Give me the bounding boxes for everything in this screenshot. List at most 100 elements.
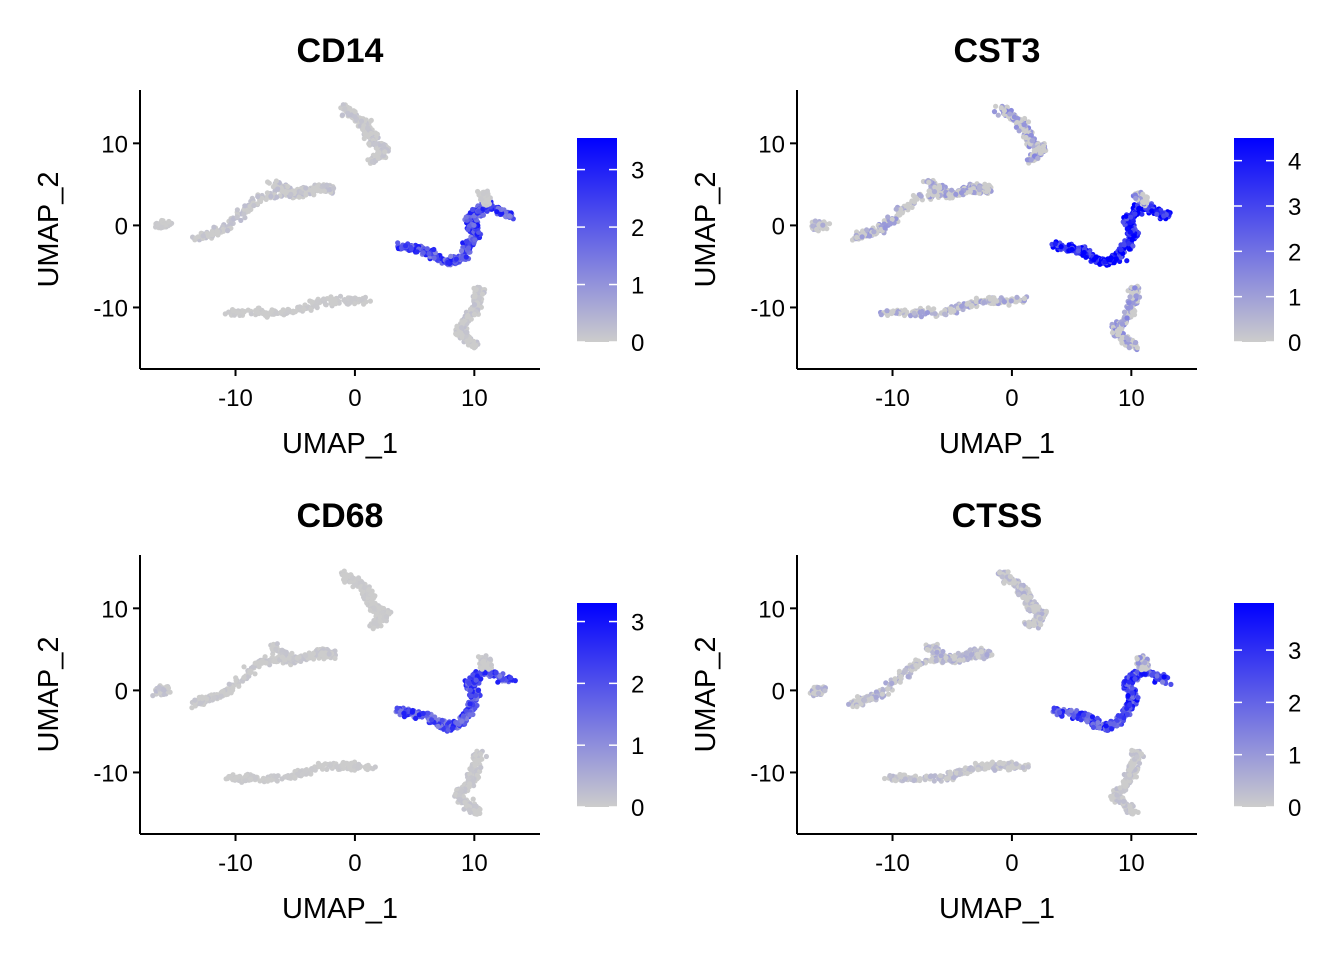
cell-point xyxy=(483,753,489,760)
cell-point xyxy=(1024,595,1030,601)
cell-point xyxy=(286,308,292,314)
cell-point xyxy=(225,228,231,234)
cell-point xyxy=(1126,246,1132,252)
cell-point xyxy=(1133,339,1139,346)
cell-point xyxy=(1133,195,1139,201)
cell-point xyxy=(273,178,279,184)
cell-point xyxy=(252,660,258,666)
cell-point xyxy=(324,182,330,188)
cell-point xyxy=(480,212,486,218)
cell-point xyxy=(209,231,215,237)
cell-point xyxy=(1075,248,1081,254)
cell-point xyxy=(414,249,420,255)
cell-point xyxy=(361,135,367,142)
cell-point xyxy=(334,763,340,770)
cell-point xyxy=(310,185,316,191)
cell-point xyxy=(159,224,165,230)
cell-point xyxy=(1161,213,1167,219)
cell-point xyxy=(255,193,261,200)
cell-point xyxy=(252,775,258,781)
cell-point xyxy=(1026,606,1032,613)
cell-point xyxy=(355,765,361,771)
cell-point xyxy=(361,584,368,591)
cell-point xyxy=(911,310,917,316)
cell-point xyxy=(1026,622,1032,628)
cell-point xyxy=(259,658,265,664)
cell-point xyxy=(478,304,484,310)
cell-point xyxy=(409,709,415,715)
cell-point xyxy=(471,302,478,308)
cell-point xyxy=(1113,256,1119,262)
cell-point xyxy=(465,312,471,319)
cell-point xyxy=(1069,246,1075,252)
cell-point xyxy=(308,306,314,312)
cell-point xyxy=(372,764,378,770)
cell-point xyxy=(337,293,344,299)
cell-point xyxy=(312,767,318,773)
cell-point xyxy=(884,308,890,314)
cell-point xyxy=(226,681,232,687)
cell-point xyxy=(352,109,358,115)
cell-point xyxy=(473,342,479,348)
cell-point xyxy=(467,712,473,718)
x-axis-label: UMAP_1 xyxy=(282,893,398,925)
cell-point xyxy=(296,194,302,200)
cell-point xyxy=(279,647,285,653)
cell-point xyxy=(449,725,455,731)
cell-point xyxy=(431,246,437,253)
cell-point xyxy=(233,675,239,681)
cell-point xyxy=(1093,254,1099,260)
cell-point xyxy=(919,309,925,315)
cell-point xyxy=(1031,622,1037,628)
cell-point xyxy=(264,190,270,196)
cell-point xyxy=(326,651,332,657)
cell-point xyxy=(299,771,306,778)
colorbar-tick-label: 3 xyxy=(631,610,644,637)
cell-point xyxy=(253,308,259,314)
cell-point xyxy=(155,221,161,228)
cell-point xyxy=(232,776,238,782)
cell-point xyxy=(471,311,477,317)
y-tick-label: 0 xyxy=(115,678,128,705)
cell-point xyxy=(383,614,390,620)
cell-point xyxy=(893,206,899,212)
cell-point xyxy=(251,203,257,209)
cell-point xyxy=(924,310,931,316)
cell-point xyxy=(1007,111,1013,117)
cell-point xyxy=(1119,321,1125,327)
colorbar xyxy=(1234,138,1274,342)
cell-point xyxy=(1128,214,1134,220)
x-tick-label: -10 xyxy=(218,385,253,412)
cell-point xyxy=(341,297,347,303)
cell-point xyxy=(222,311,228,317)
cell-point xyxy=(268,193,274,199)
cell-point xyxy=(315,187,321,193)
cell-point xyxy=(199,695,205,702)
cell-point xyxy=(256,310,262,317)
cell-point xyxy=(471,294,477,300)
cell-point xyxy=(365,125,371,131)
cell-point xyxy=(882,225,888,231)
cell-point xyxy=(370,626,376,632)
x-axis-label: UMAP_1 xyxy=(939,428,1055,460)
cell-point xyxy=(1133,293,1139,299)
cell-point xyxy=(420,710,426,717)
cell-point xyxy=(211,224,217,230)
cell-point xyxy=(478,676,484,682)
cell-point xyxy=(467,687,473,693)
cell-point xyxy=(1007,574,1014,580)
cell-point xyxy=(358,118,365,124)
cell-point xyxy=(1041,147,1047,153)
cell-point xyxy=(1127,229,1133,235)
cell-point xyxy=(473,692,479,699)
cell-point xyxy=(1016,128,1022,134)
cell-point xyxy=(1140,191,1146,197)
cell-point xyxy=(1119,336,1125,342)
scatter-points xyxy=(807,569,1174,817)
cell-point xyxy=(348,760,354,766)
cell-point xyxy=(462,799,468,805)
cell-point xyxy=(1001,299,1008,305)
cell-point xyxy=(375,155,381,161)
